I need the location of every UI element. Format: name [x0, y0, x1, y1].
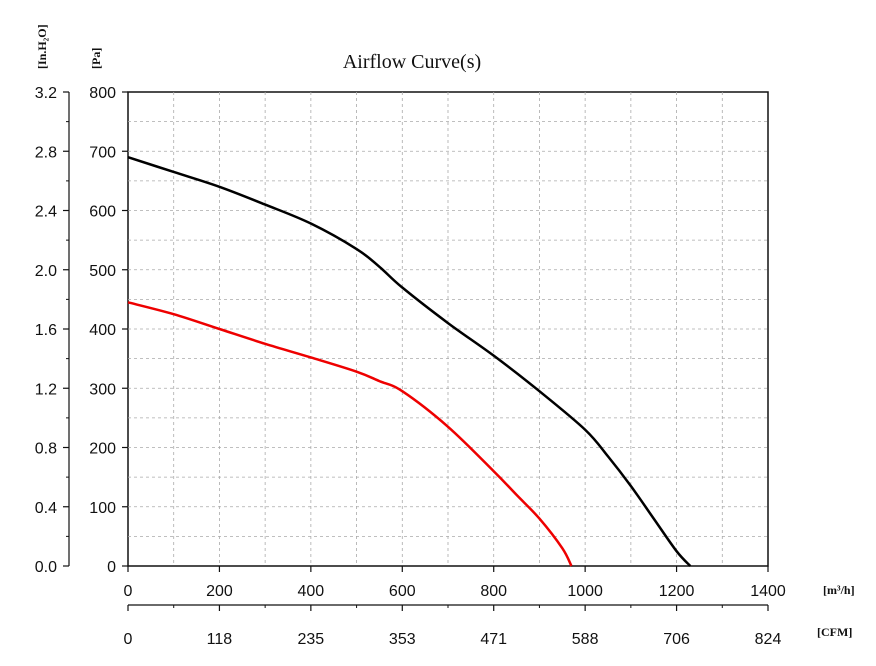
y-axis-secondary-unit: [In.H₂O] [35, 24, 49, 69]
y-tick-label-primary: 100 [89, 500, 116, 517]
x-tick-label-secondary: 471 [480, 631, 507, 648]
x-tick-label-primary: 1400 [750, 583, 786, 600]
y-tick-label-primary: 0 [107, 559, 116, 576]
y-tick-label-secondary: 2.4 [35, 204, 57, 221]
x-tick-label-secondary: 824 [755, 631, 782, 648]
y-tick-label-primary: 500 [89, 263, 116, 280]
x-tick-label-primary: 600 [389, 583, 416, 600]
y-tick-label-secondary: 0.0 [35, 559, 57, 576]
axes-layer [68, 92, 768, 606]
series-line-1 [127, 155, 692, 567]
x-tick-label-primary: 800 [480, 583, 507, 600]
y-tick-label-secondary: 2.0 [35, 263, 57, 280]
chart-title: Airflow Curve(s) [343, 51, 481, 73]
x-tick-label-secondary: 588 [572, 631, 599, 648]
x-tick-label-secondary: 0 [124, 631, 133, 648]
x-tick-label-secondary: 353 [389, 631, 416, 648]
y-tick-label-primary: 200 [89, 441, 116, 458]
y-tick-label-primary: 800 [89, 85, 116, 102]
y-tick-label-primary: 400 [89, 322, 116, 339]
x-axis-secondary-unit: [CFM] [817, 625, 852, 639]
ticks-layer: 0 100 200 300 400 500 600 700 800 0.0 0.4 0.8 1.2 1.6… [35, 85, 786, 648]
y-tick-label-secondary: 1.2 [35, 381, 57, 398]
x-tick-label-primary: 1000 [567, 583, 603, 600]
y-tick-label-secondary: 1.6 [35, 322, 57, 339]
x-tick-label-secondary: 118 [207, 631, 233, 648]
series-layer [127, 155, 692, 567]
y-tick-label-secondary: 0.8 [35, 441, 57, 458]
series-line-2 [127, 301, 573, 567]
x-tick-label-primary: 400 [298, 583, 325, 600]
y-tick-label-primary: 300 [89, 381, 116, 398]
y-axis-primary-unit: [Pa] [89, 48, 103, 69]
y-tick-label-primary: 700 [89, 144, 116, 161]
x-tick-label-primary: 200 [206, 583, 233, 600]
x-axis-primary-unit: [m³/h] [823, 583, 855, 597]
y-tick-label-primary: 600 [89, 204, 116, 221]
y-tick-label-secondary: 2.8 [35, 144, 57, 161]
grid-layer [128, 92, 768, 566]
y-tick-label-secondary: 0.4 [35, 500, 57, 517]
x-tick-label-primary: 1200 [659, 583, 695, 600]
y-tick-label-secondary: 3.2 [35, 85, 57, 102]
x-tick-label-primary: 0 [124, 583, 133, 600]
x-tick-label-secondary: 235 [298, 631, 325, 648]
x-tick-label-secondary: 706 [663, 631, 690, 648]
